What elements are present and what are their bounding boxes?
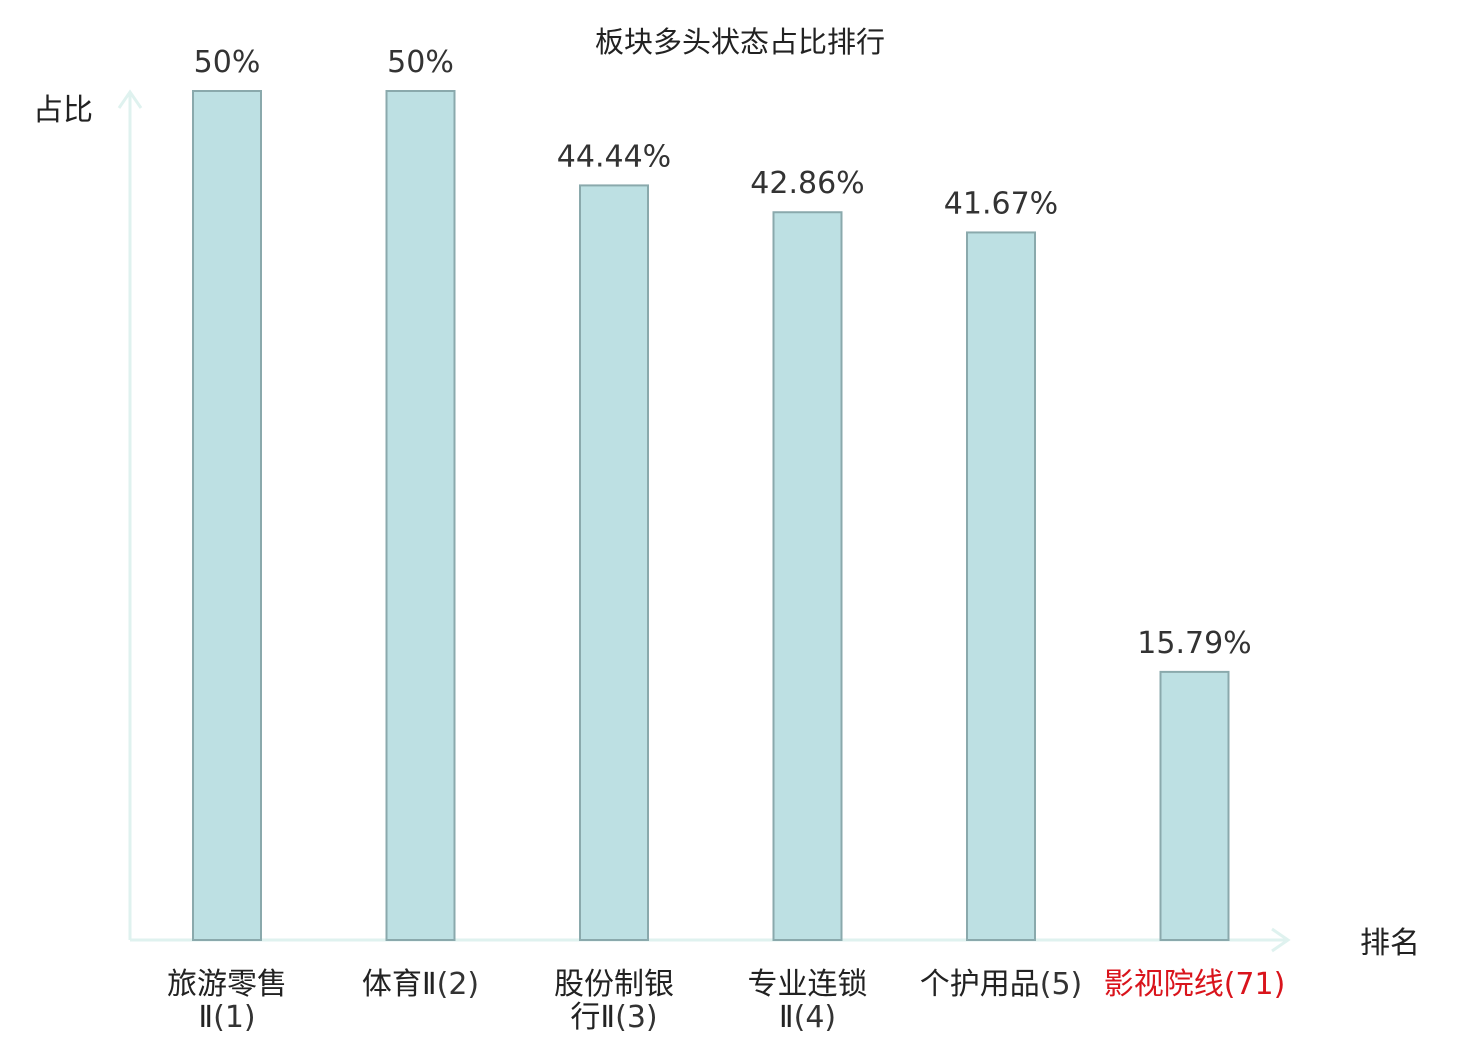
bars-group — [192, 90, 1230, 942]
category-label-6: 影视院线(71) — [1104, 967, 1286, 1002]
bar-1 — [192, 90, 262, 941]
value-label-6: 15.79% — [1137, 626, 1251, 661]
bar-2 — [385, 90, 456, 941]
category-label-1: 旅游零售 Ⅱ(1) — [167, 967, 287, 1035]
bar-5 — [966, 231, 1036, 941]
value-label-3: 44.44% — [557, 139, 671, 174]
value-label-1: 50% — [194, 45, 261, 80]
category-label-3: 股份制银行Ⅱ(3) — [554, 967, 674, 1035]
x-axis — [130, 927, 1291, 953]
y-axis-label: 占比 — [33, 93, 93, 128]
bar-3 — [579, 184, 649, 941]
category-label-5: 个护用品(5) — [920, 967, 1083, 1002]
category-label-2: 体育Ⅱ(2) — [362, 967, 479, 1002]
value-labels-group: 50% 50% 44.44% 42.86% 41.67% 15.79% — [194, 45, 1252, 661]
bar-6 — [1159, 670, 1230, 941]
value-label-4: 42.86% — [750, 166, 864, 201]
category-labels-group: 旅游零售 Ⅱ(1) 体育Ⅱ(2) 股份制银行Ⅱ(3) 专业连锁 Ⅱ(4) 个护用品(5) 影视… — [167, 967, 1285, 1035]
y-axis — [117, 89, 143, 940]
category-label-4: 专业连锁 Ⅱ(4) — [748, 967, 868, 1035]
value-label-2: 50% — [387, 45, 454, 80]
bar-4 — [772, 211, 843, 942]
chart-title: 板块多头状态占比排行 — [595, 25, 885, 59]
x-axis-label: 排名 — [1360, 926, 1420, 961]
value-label-5: 41.67% — [944, 186, 1058, 221]
